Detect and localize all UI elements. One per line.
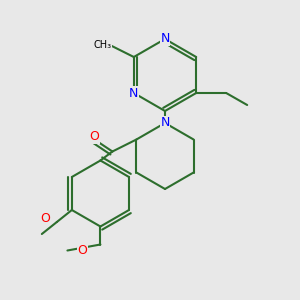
Text: N: N xyxy=(129,86,139,100)
Text: CH₃: CH₃ xyxy=(93,40,111,50)
Text: N: N xyxy=(160,32,170,46)
Text: O: O xyxy=(77,244,87,257)
Text: O: O xyxy=(40,212,50,226)
Text: N: N xyxy=(160,116,170,130)
Text: O: O xyxy=(89,130,99,143)
